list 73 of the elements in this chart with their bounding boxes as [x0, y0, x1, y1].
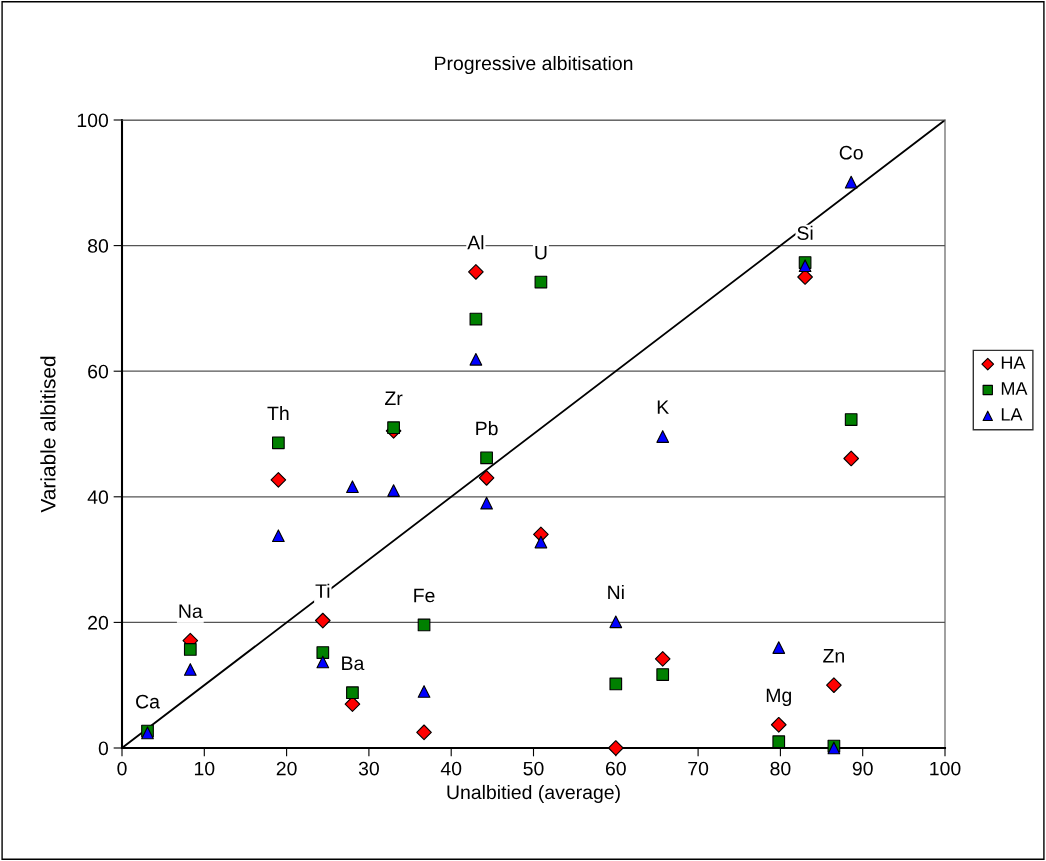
- point: [656, 430, 670, 443]
- point: [826, 677, 842, 694]
- annotation: Pb: [476, 421, 498, 436]
- legend-label: MA: [1001, 382, 1028, 395]
- annotation: Ba: [342, 656, 365, 671]
- point: [270, 472, 287, 488]
- point: [480, 496, 493, 510]
- y-axis-title: Variable albitised: [40, 356, 56, 513]
- point: [609, 677, 623, 691]
- point: [316, 655, 330, 669]
- point: [469, 352, 483, 366]
- point: [654, 650, 671, 667]
- point: [798, 259, 812, 273]
- point: [468, 264, 484, 280]
- y-tick-label: 60: [88, 364, 109, 379]
- point: [316, 646, 330, 659]
- point: [183, 663, 197, 676]
- annotation: Ti: [315, 583, 330, 598]
- point: [272, 436, 285, 450]
- x-tick-label: 0: [117, 761, 127, 776]
- annotation: Al: [467, 235, 484, 250]
- point: [314, 612, 331, 629]
- point: [346, 686, 359, 700]
- x-tick-label: 90: [852, 761, 873, 776]
- x-tick-label: 80: [770, 761, 791, 776]
- point: [844, 413, 858, 426]
- annotation: Zr: [385, 391, 403, 405]
- annotation: K: [657, 400, 669, 414]
- legend-label: LA: [1001, 408, 1023, 421]
- x-tick-label: 30: [358, 761, 379, 776]
- annotation: Mg: [766, 688, 792, 707]
- y-tick-label: 20: [88, 615, 109, 630]
- x-tick-label: 20: [276, 761, 297, 776]
- chart-title: Progressive albitisation: [435, 55, 633, 75]
- point: [387, 421, 400, 435]
- y-tick-label: 100: [77, 113, 109, 128]
- point: [609, 615, 623, 629]
- annotation: Ni: [608, 584, 624, 600]
- x-tick-label: 100: [930, 761, 961, 776]
- point: [183, 643, 197, 656]
- point: [770, 716, 787, 733]
- annotation: Zn: [823, 649, 844, 663]
- annotation: U: [535, 245, 547, 260]
- x-axis-title: Unalbitied (average): [447, 784, 620, 803]
- annotation: Fe: [414, 588, 435, 603]
- y-tick-label: 40: [87, 490, 109, 505]
- point: [656, 668, 670, 681]
- annotation: Si: [797, 225, 813, 240]
- point: [844, 175, 858, 189]
- legend-label: HA: [1001, 356, 1026, 369]
- y-tick-label: 80: [88, 239, 109, 253]
- x-tick-label: 50: [523, 761, 544, 776]
- y-tick-label: 0: [98, 741, 109, 756]
- point: [387, 484, 400, 497]
- point: [772, 641, 786, 654]
- point: [416, 724, 432, 741]
- x-tick-label: 60: [605, 761, 626, 776]
- annotation: Co: [839, 145, 863, 160]
- point: [772, 735, 786, 749]
- point: [272, 529, 285, 543]
- x-tick-label: 40: [440, 761, 462, 776]
- x-tick-label: 70: [688, 761, 709, 776]
- annotation: Th: [267, 405, 289, 421]
- point: [417, 685, 431, 698]
- point: [480, 451, 493, 465]
- point: [607, 740, 624, 756]
- x-tick-label: 10: [194, 761, 215, 776]
- point: [478, 470, 495, 486]
- point: [843, 450, 860, 467]
- annotation: Na: [179, 604, 203, 619]
- point: [534, 535, 548, 549]
- annotation: Ca: [136, 694, 160, 709]
- point: [346, 480, 359, 494]
